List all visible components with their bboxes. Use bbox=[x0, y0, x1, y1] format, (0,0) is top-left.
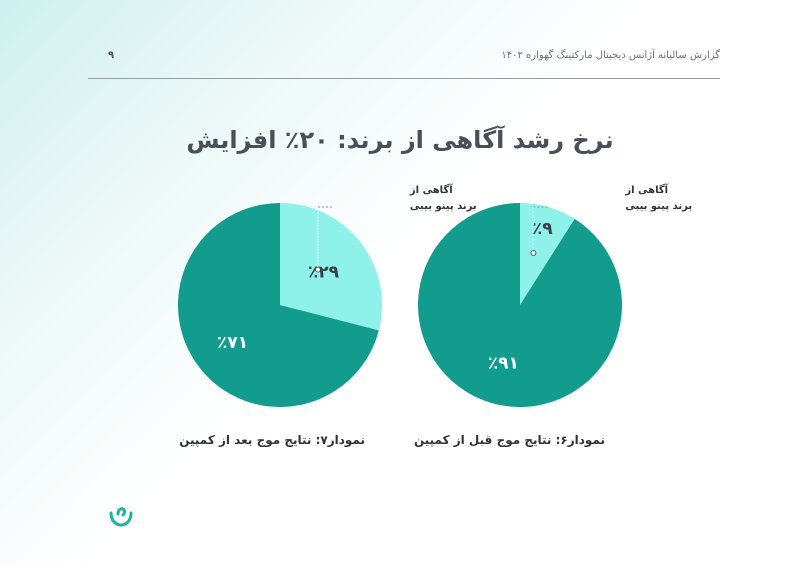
pie-value-label: ٪۹ bbox=[532, 219, 553, 239]
pie-value-label: ٪۹۱ bbox=[488, 354, 519, 374]
chart-caption-before: نمودار۶: نتایج موج قبل از کمپین bbox=[413, 433, 605, 447]
cradle-logo-icon bbox=[107, 505, 135, 527]
page-number: ۹ bbox=[108, 50, 115, 61]
pie-value-label: ٪۲۹ bbox=[308, 262, 340, 282]
pie-slice-brand-awareness bbox=[280, 203, 382, 331]
annotation-dot bbox=[315, 266, 321, 273]
chart-caption-after: نمودار۷: نتایج موج بعد از کمپین bbox=[179, 433, 365, 447]
pie-chart-after-campaign: ٪۲۹ آگاهی از برند پینو بیبی ٪۷۱ bbox=[170, 183, 477, 415]
page-title: نرخ رشد آگاهی از برند: ۲۰٪ افزایش bbox=[186, 126, 614, 154]
annotation-dot bbox=[530, 250, 537, 256]
pie-value-label: ٪۷۱ bbox=[217, 333, 248, 353]
pie-slice-rest bbox=[418, 203, 622, 407]
annotation-text: آگاهی از bbox=[409, 183, 453, 196]
annotation-text: آگاهی از bbox=[624, 183, 668, 196]
annotation-text: برند پینو بیبی bbox=[410, 201, 477, 212]
annotation-text: برند پینو بیبی bbox=[625, 201, 692, 212]
header-divider bbox=[88, 78, 720, 79]
pie-chart-before-campaign: ٪۹ آگاهی از برند پینو بیبی ٪۹۱ bbox=[410, 183, 692, 415]
report-header-title: گزارش سالیانه آژانس دیجیتال مارکتینگ گهو… bbox=[501, 50, 720, 61]
pie-slice-rest bbox=[178, 203, 379, 407]
